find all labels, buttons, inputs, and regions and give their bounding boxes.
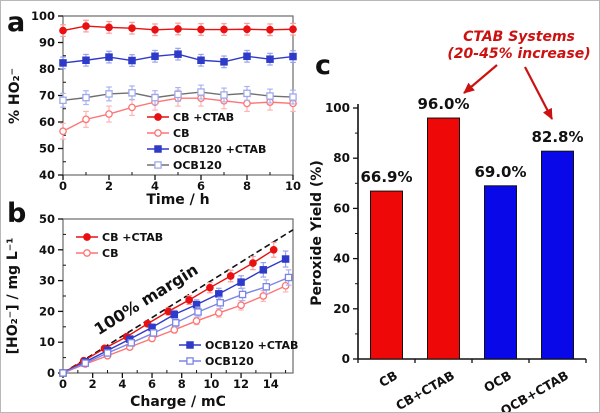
bar-value-label: 69.0%: [474, 163, 526, 181]
x-tick-label: 10: [285, 179, 301, 193]
x-tick-label: 8: [178, 377, 186, 391]
panel-label-b: b: [7, 198, 27, 229]
y-axis-label: Peroxide Yield (%): [309, 160, 325, 305]
bar-value-label: 96.0%: [417, 95, 469, 113]
legend-label: OCB120: [205, 355, 254, 368]
bar-CB: [370, 190, 403, 360]
legend-item-CB-+CTAB: CB +CTAB: [147, 111, 234, 124]
x-tick-label: 0: [59, 179, 67, 193]
y-tick-label: 100: [325, 101, 350, 115]
y-tick-label: 40: [39, 168, 55, 182]
annotation-arrow-1: [463, 64, 498, 94]
bar-CB+CTAB: [427, 117, 460, 360]
x-axis-label: Time / h: [146, 192, 209, 207]
bar-value-label: 82.8%: [531, 128, 583, 146]
panel-a: 0 2 4 6 8 10 40 50 60 70 80 90 100 CB +CTAB CB OCB120 +…: [1, 1, 301, 208]
legend-label: CB +CTAB: [173, 111, 234, 124]
series-OCB120: [59, 84, 297, 108]
y-tick-label: 0: [47, 366, 55, 380]
legend-label: OCB120: [173, 159, 222, 172]
bar-value-label: 66.9%: [360, 168, 412, 186]
annotation-title: CTAB Systems: [463, 29, 575, 45]
y-axis-label: % HO₂⁻: [7, 68, 23, 124]
series-OCB120-+CTAB: [59, 47, 297, 70]
x-tick-label: 10: [203, 377, 219, 391]
y-tick-label: 10: [39, 335, 55, 349]
y-tick-label: 20: [333, 302, 350, 316]
y-tick-label: 0: [342, 352, 350, 366]
x-tick-label: 12: [233, 377, 249, 391]
panel-c: 0 20 40 60 80 100 66.9% CB 96.0% CB+CTAB 69.0% OCB 8…: [301, 1, 599, 413]
y-tick-label: 80: [39, 62, 55, 76]
annotation-subtitle: (20-45% increase): [447, 46, 590, 62]
panel-b: 0 2 4 6 8 10 12 14 0 10 20 30 40 50 100% margin CB +CTA…: [1, 207, 301, 412]
x-tick-label: 8: [243, 179, 251, 193]
y-tick-label: 30: [39, 274, 55, 288]
x-tick-label: 6: [148, 377, 156, 391]
legend-item-CB: CB: [147, 127, 189, 140]
reference-line-100pct: [62, 229, 294, 374]
legend-item-CB: CB: [76, 247, 118, 260]
y-tick-label: 20: [39, 304, 55, 318]
x-tick-label: 4: [118, 377, 126, 391]
legend-label: CB: [102, 247, 118, 260]
y-axis-label: [HO₂⁻] / mg L⁻¹: [5, 238, 21, 355]
x-tick-label: 4: [151, 179, 159, 193]
y-tick-label: 90: [39, 36, 55, 50]
x-tick-label: 6: [197, 179, 205, 193]
legend-item-OCB120: OCB120: [147, 159, 222, 172]
y-tick-label: 40: [39, 243, 55, 257]
panel-label-c: c: [315, 50, 332, 81]
legend-item-OCB120-+CTAB: OCB120 +CTAB: [147, 143, 266, 156]
x-tick-label: 2: [89, 377, 97, 391]
panel-label-a: a: [7, 7, 26, 38]
x-tick-label: 0: [59, 377, 67, 391]
y-tick-label: 80: [333, 151, 350, 165]
legend-label: CB: [173, 127, 189, 140]
x-tick-label: 14: [263, 377, 279, 391]
legend-item-OCB120-+CTAB: OCB120 +CTAB: [179, 339, 298, 352]
bar-OCB: [484, 185, 517, 360]
y-tick-label: 40: [333, 252, 350, 266]
line-chart-stability: 0 2 4 6 8 10 40 50 60 70 80 90 100 CB +CTAB CB OCB120 +…: [7, 9, 301, 208]
x-tick-label: 2: [105, 179, 113, 193]
category-label: CB: [376, 368, 400, 390]
bar-chart-yield: 0 20 40 60 80 100 66.9% CB 96.0% CB+CTAB 69.0% OCB 8…: [309, 29, 591, 413]
y-tick-label: 60: [39, 115, 55, 129]
y-tick-label: 70: [39, 89, 55, 103]
series-CB-+CTAB: [59, 19, 297, 38]
bar-OCB+CTAB: [541, 150, 574, 360]
annotation-arrow-2: [524, 66, 553, 120]
legend-label: OCB120 +CTAB: [205, 339, 298, 352]
category-label: OCB: [481, 368, 514, 396]
legend-label: CB +CTAB: [102, 231, 163, 244]
x-axis-label: Charge / mC: [130, 394, 226, 410]
series-OCB120: [59, 269, 293, 377]
legend-item-OCB120: OCB120: [179, 355, 254, 368]
y-tick-label: 50: [39, 212, 55, 226]
y-tick-label: 60: [333, 201, 350, 215]
legend-item-CB-+CTAB: CB +CTAB: [76, 231, 163, 244]
legend-label: OCB120 +CTAB: [173, 143, 266, 156]
y-tick-label: 50: [39, 142, 55, 156]
y-tick-label: 100: [31, 9, 55, 23]
category-label: CB+CTAB: [393, 368, 457, 413]
